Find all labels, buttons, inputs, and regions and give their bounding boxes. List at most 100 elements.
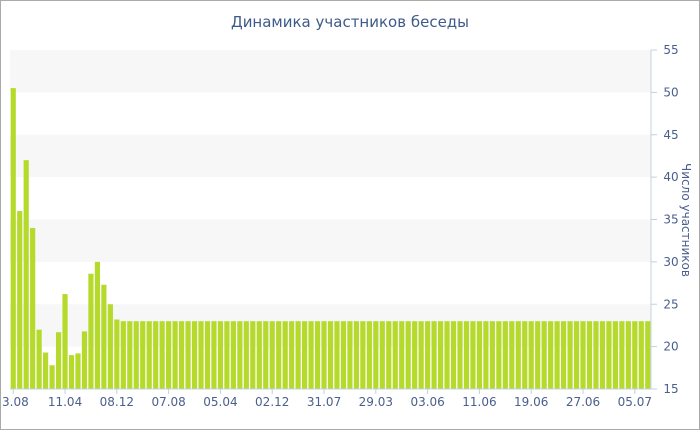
bar bbox=[43, 352, 49, 389]
y-tick-label: 35 bbox=[663, 213, 678, 227]
bar bbox=[476, 321, 483, 389]
x-tick-label: 05.04 bbox=[203, 395, 237, 409]
bar bbox=[405, 321, 411, 389]
chart-title: Динамика участников беседы bbox=[231, 13, 469, 31]
bar bbox=[211, 321, 217, 389]
bar bbox=[88, 273, 94, 389]
bar bbox=[159, 321, 165, 389]
bar bbox=[573, 321, 580, 389]
bar bbox=[340, 321, 347, 389]
bar bbox=[166, 321, 172, 389]
x-tick-label: 08.12 bbox=[100, 395, 134, 409]
bar bbox=[561, 321, 567, 389]
x-tick-label: 07.08 bbox=[151, 395, 185, 409]
bar bbox=[185, 321, 191, 389]
bar bbox=[243, 321, 249, 389]
bar bbox=[599, 321, 606, 389]
bar bbox=[302, 321, 308, 389]
x-tick-label: 19.06 bbox=[514, 395, 548, 409]
bar bbox=[217, 321, 224, 389]
bar bbox=[198, 321, 204, 389]
plot-band bbox=[10, 219, 651, 262]
bar bbox=[107, 304, 113, 389]
bar bbox=[431, 321, 437, 389]
bar bbox=[308, 321, 314, 389]
bar bbox=[541, 321, 547, 389]
bar bbox=[470, 321, 476, 389]
bar bbox=[17, 211, 23, 389]
bar bbox=[522, 321, 528, 389]
bar bbox=[612, 321, 618, 389]
bar bbox=[625, 321, 631, 389]
bar bbox=[392, 321, 398, 389]
bar bbox=[250, 321, 256, 389]
bar bbox=[483, 321, 489, 389]
bar bbox=[593, 321, 599, 389]
bar bbox=[450, 321, 457, 389]
y-tick-label: 30 bbox=[663, 255, 678, 269]
x-tick-label: 03.06 bbox=[410, 395, 444, 409]
bar bbox=[140, 321, 146, 389]
bar bbox=[282, 321, 288, 389]
bar bbox=[49, 365, 55, 389]
x-tick-label: 11.04 bbox=[48, 395, 82, 409]
bar bbox=[237, 321, 243, 389]
bar bbox=[68, 355, 75, 389]
bar bbox=[386, 321, 392, 389]
bar bbox=[36, 329, 42, 389]
bar bbox=[496, 321, 502, 389]
bar bbox=[146, 321, 152, 389]
bar bbox=[489, 321, 495, 389]
x-tick-label: 11.06 bbox=[462, 395, 496, 409]
bar bbox=[360, 321, 366, 389]
bar bbox=[548, 321, 554, 389]
bar bbox=[230, 321, 236, 389]
bar bbox=[101, 284, 107, 389]
bar bbox=[425, 321, 431, 389]
bar bbox=[269, 321, 275, 389]
bar bbox=[645, 321, 651, 389]
bar bbox=[178, 321, 185, 389]
bar bbox=[463, 321, 470, 389]
bar bbox=[295, 321, 301, 389]
y-axis-label: Число участников bbox=[679, 163, 693, 277]
x-tick-label: 3.08 bbox=[2, 395, 29, 409]
bar bbox=[638, 321, 644, 389]
bar bbox=[191, 321, 198, 389]
y-tick-label: 25 bbox=[663, 297, 678, 311]
bar bbox=[379, 321, 385, 389]
bar bbox=[437, 321, 444, 389]
bar bbox=[127, 321, 133, 389]
bar bbox=[327, 321, 334, 389]
bar bbox=[133, 321, 139, 389]
bar bbox=[334, 321, 340, 389]
bar bbox=[586, 321, 593, 389]
bar bbox=[62, 294, 68, 389]
bar bbox=[567, 321, 573, 389]
bar bbox=[276, 321, 282, 389]
bar bbox=[224, 321, 230, 389]
bar bbox=[399, 321, 405, 389]
plot-band bbox=[10, 134, 651, 178]
x-tick-label: 31.07 bbox=[307, 395, 341, 409]
bar bbox=[444, 321, 450, 389]
bar bbox=[502, 321, 508, 389]
bar bbox=[114, 319, 120, 389]
bar bbox=[23, 160, 29, 389]
bar bbox=[619, 321, 625, 389]
bar bbox=[580, 321, 586, 389]
x-tick-label: 05.07 bbox=[618, 395, 652, 409]
y-tick-label: 15 bbox=[663, 382, 678, 396]
x-tick-label: 02.12 bbox=[255, 395, 289, 409]
bar bbox=[289, 321, 295, 389]
x-tick-label: 27.06 bbox=[566, 395, 600, 409]
bar bbox=[75, 353, 81, 389]
bar bbox=[353, 321, 359, 389]
bar bbox=[418, 321, 424, 389]
bar bbox=[366, 321, 372, 389]
bar bbox=[347, 321, 353, 389]
bar bbox=[10, 88, 16, 389]
bar bbox=[55, 332, 62, 389]
y-tick-label: 55 bbox=[663, 43, 678, 57]
